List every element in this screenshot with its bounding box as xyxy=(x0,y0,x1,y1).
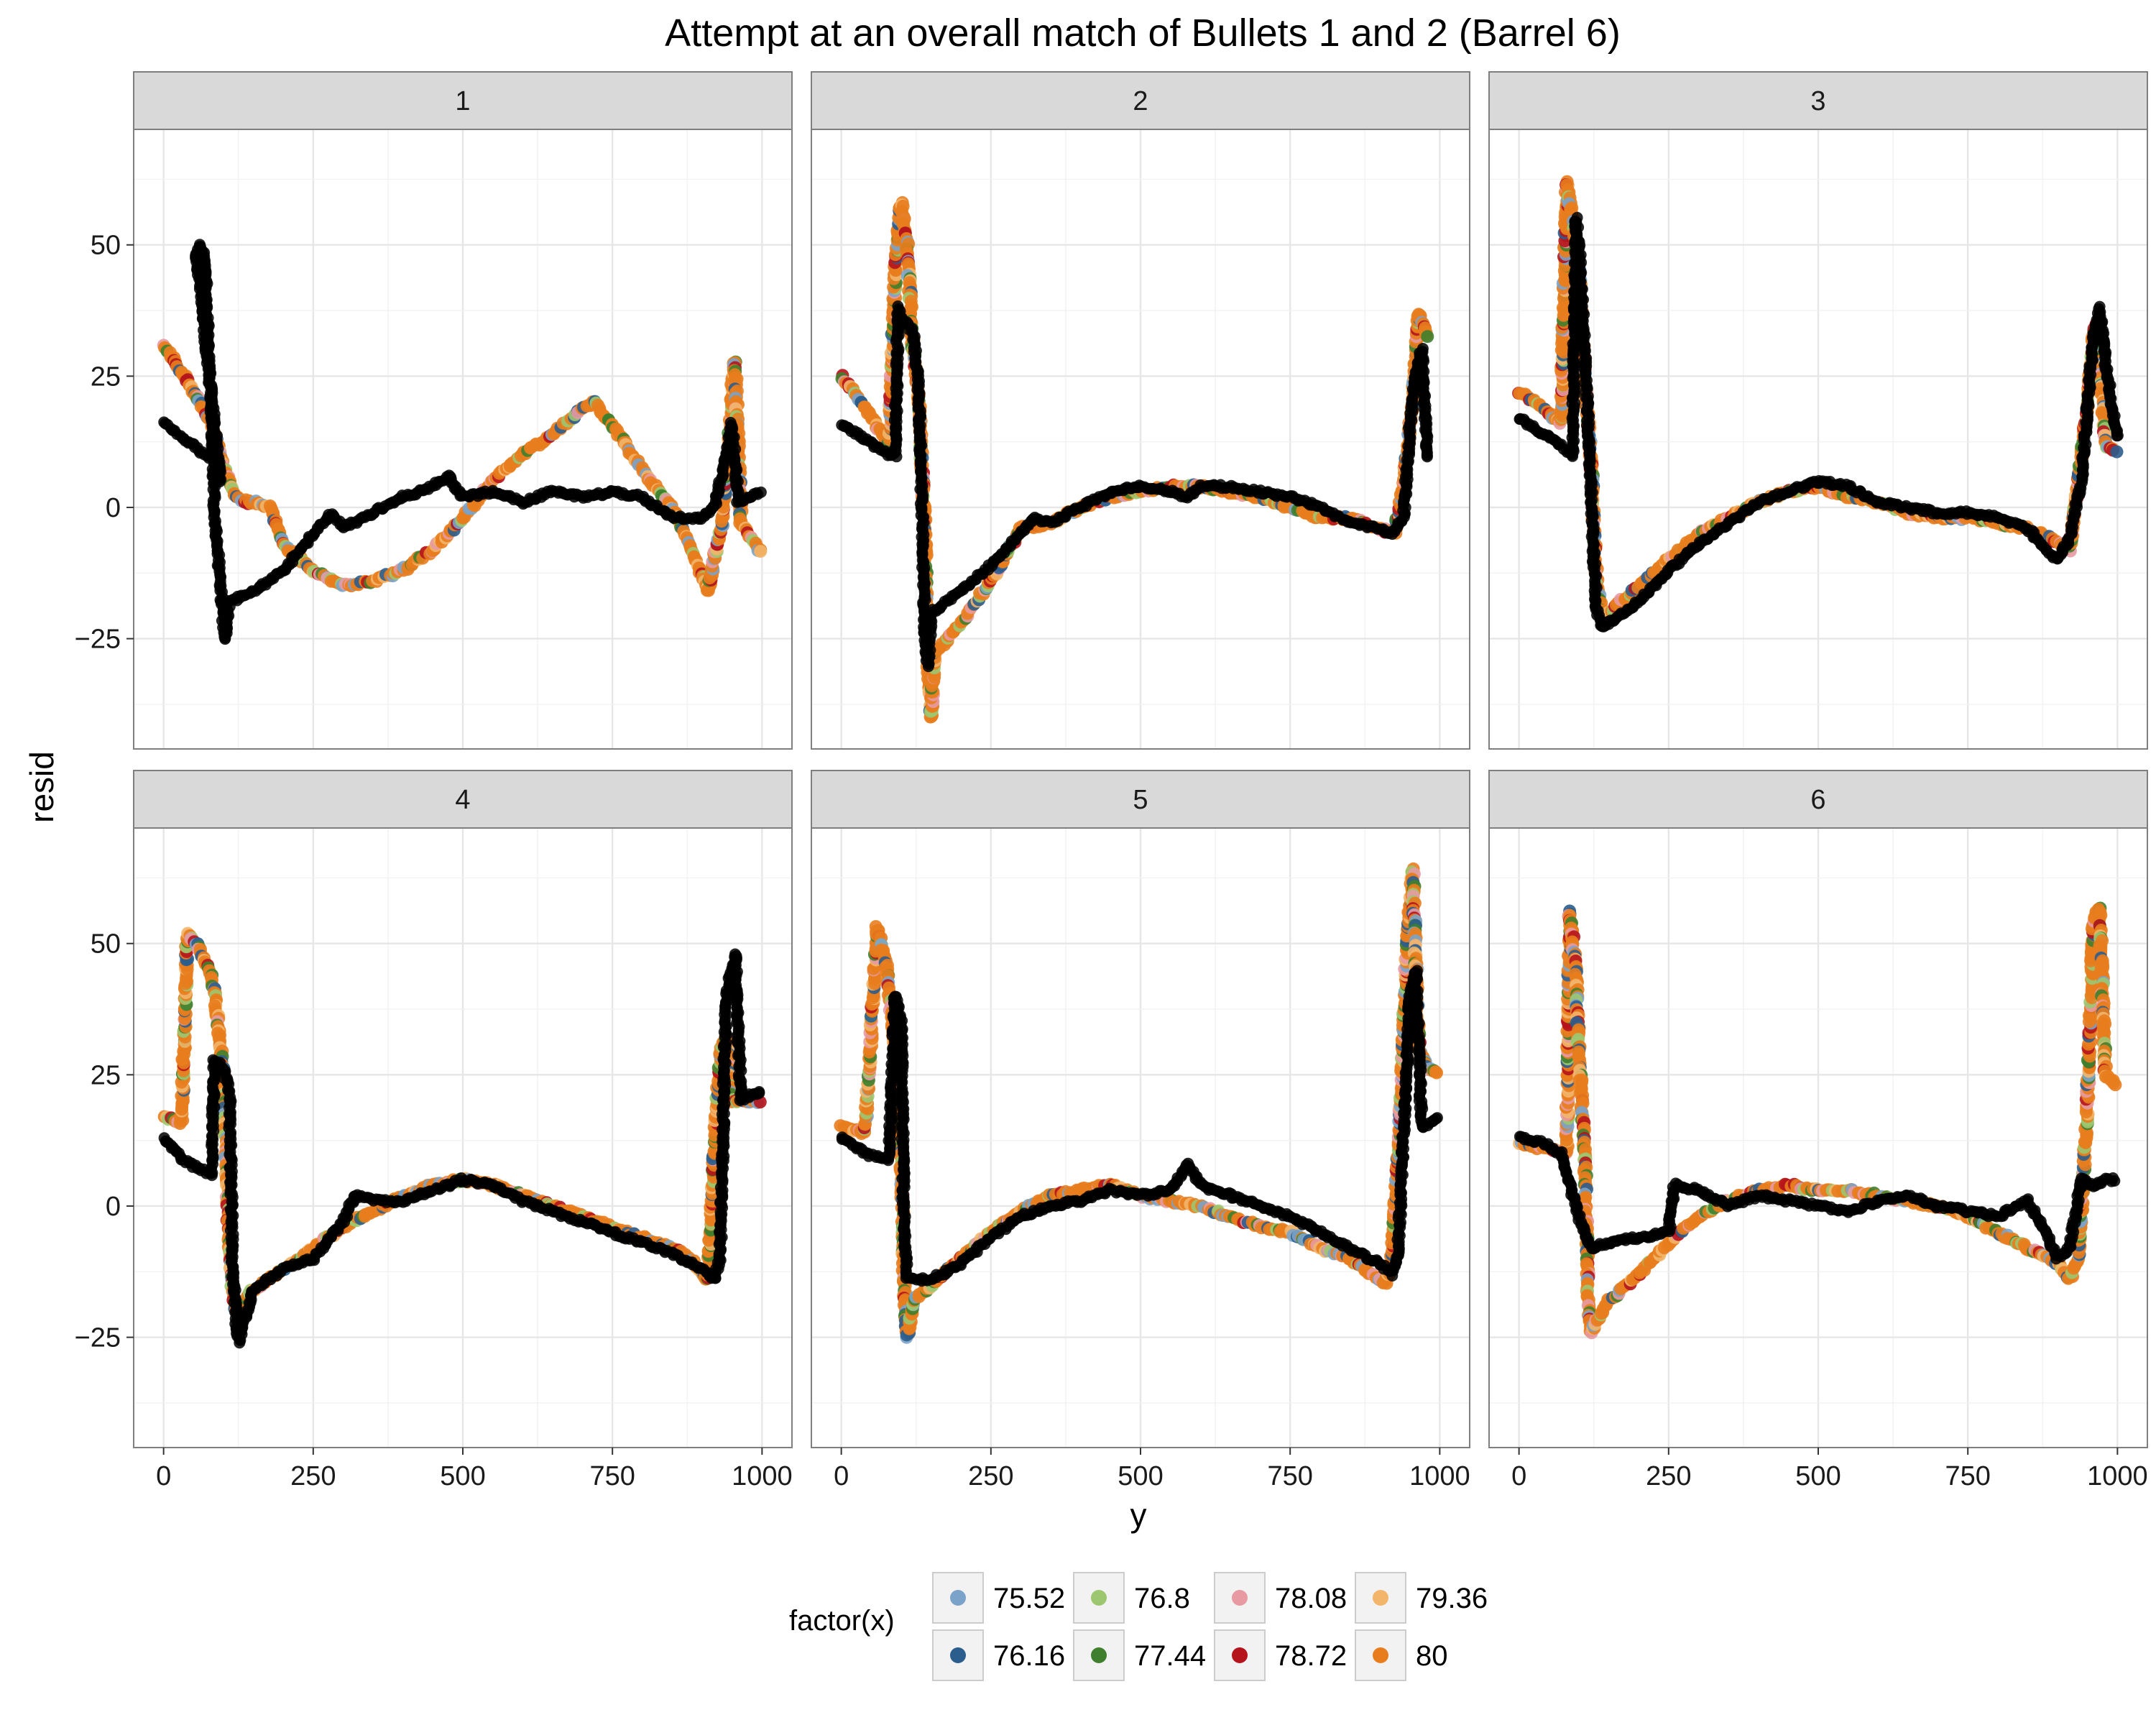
facet-strip-label: 3 xyxy=(1810,86,1825,116)
y-tick-label: 0 xyxy=(106,493,121,523)
facet-strip-label: 4 xyxy=(455,785,470,815)
data-points xyxy=(157,239,768,645)
data-point xyxy=(2110,445,2124,459)
facet-strip-label: 2 xyxy=(1133,86,1148,116)
reference-point xyxy=(1421,451,1433,463)
facet-strip-label: 1 xyxy=(455,86,470,116)
facet-panel-1: 1 −25 0 25 50 xyxy=(75,71,793,750)
facet-strip xyxy=(133,71,793,130)
data-point xyxy=(754,545,768,558)
facet-panel-2: 2 xyxy=(811,71,1470,750)
panel-border xyxy=(811,129,1470,750)
reference-point xyxy=(755,486,767,498)
y-tick-label: −25 xyxy=(75,625,121,655)
data-points xyxy=(1512,175,2124,632)
y-tick-label: 50 xyxy=(91,231,121,261)
facet-panel-3: 3 xyxy=(1488,71,2148,750)
facet-strip xyxy=(811,71,1470,130)
reference-point xyxy=(2111,430,2123,442)
data-point xyxy=(1421,330,1434,344)
data-points xyxy=(835,196,1434,724)
facet-strip xyxy=(1488,71,2148,130)
panel-border xyxy=(133,129,793,750)
chart-title: Attempt at an overall match of Bullets 1… xyxy=(665,12,1621,55)
y-tick-label: 25 xyxy=(91,362,121,392)
gridlines xyxy=(1489,129,2147,749)
